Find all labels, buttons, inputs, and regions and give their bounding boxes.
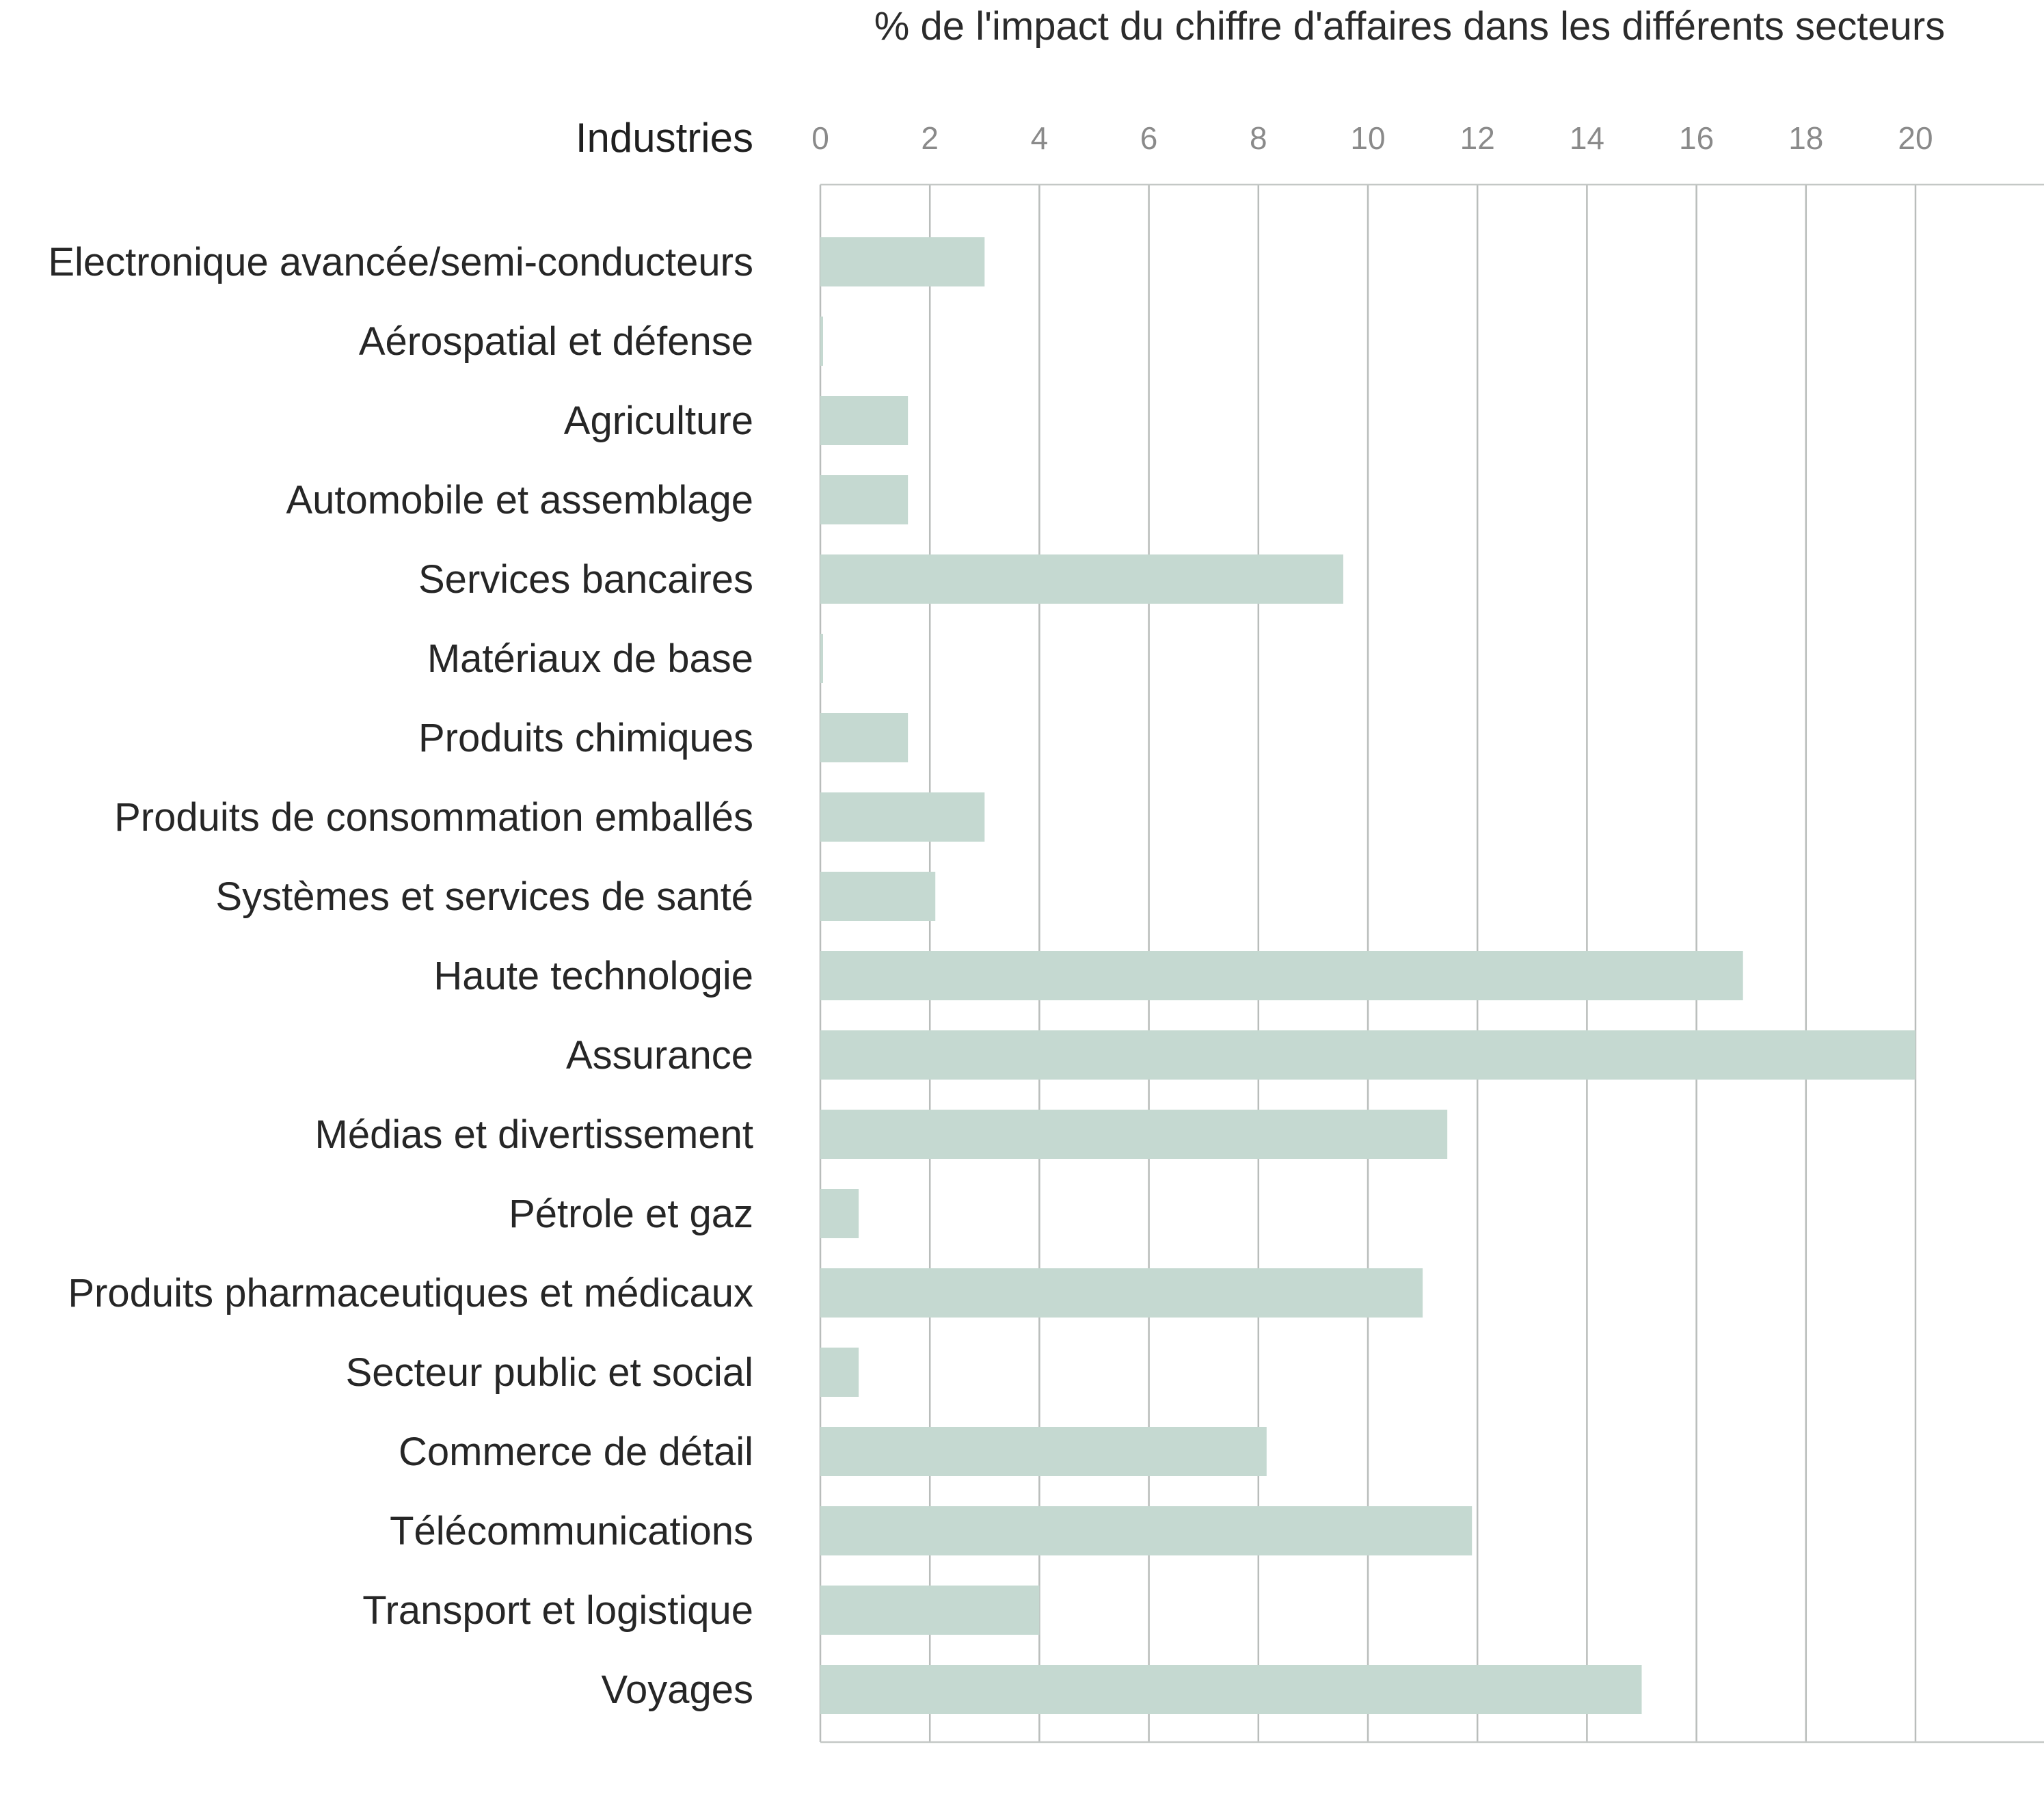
category-axis-header: Industries (576, 115, 753, 161)
x-tick-label: 2 (921, 120, 939, 156)
bar (820, 951, 1743, 1000)
category-label: Voyages (601, 1668, 753, 1712)
bar (820, 1030, 1915, 1080)
category-label: Télécommunications (390, 1509, 753, 1553)
category-label: Aérospatial et défense (359, 319, 753, 364)
bar (820, 1348, 859, 1397)
bar (820, 792, 985, 842)
category-label: Services bancaires (418, 557, 753, 602)
category-label: Haute technologie (433, 954, 753, 998)
category-label: Produits pharmaceutiques et médicaux (68, 1271, 753, 1315)
x-tick-label: 20 (1898, 120, 1933, 156)
x-tick-label: 16 (1679, 120, 1714, 156)
category-label: Agriculture (564, 399, 753, 443)
category-label: Assurance (566, 1033, 753, 1078)
x-tick-label: 10 (1350, 120, 1385, 156)
category-label: Secteur public et social (346, 1350, 753, 1395)
bar (820, 1427, 1267, 1476)
category-label: Pétrole et gaz (509, 1192, 753, 1236)
category-label: Transport et logistique (362, 1588, 753, 1633)
bar (820, 554, 1343, 604)
bar (820, 475, 909, 524)
bar (820, 1268, 1423, 1318)
bar (820, 713, 909, 762)
x-tick-label: 6 (1140, 120, 1158, 156)
bar (820, 1110, 1448, 1159)
bar (820, 317, 824, 366)
bar (820, 1189, 859, 1238)
bar (820, 872, 936, 921)
category-label: Médias et divertissement (315, 1112, 753, 1157)
x-tick-label: 8 (1250, 120, 1267, 156)
category-label: Automobile et assemblage (286, 478, 753, 522)
category-label: Produits chimiques (418, 716, 753, 760)
bar (820, 237, 985, 286)
bar (820, 1586, 1040, 1635)
bar (820, 1506, 1473, 1555)
category-label: Commerce de détail (399, 1430, 753, 1474)
x-tick-label: 12 (1460, 120, 1495, 156)
x-tick-label: 18 (1788, 120, 1823, 156)
x-axis-ticks: 0 2 4 6 8 10 12 14 16 18 20 (811, 120, 1933, 156)
x-tick-label: 0 (811, 120, 829, 156)
category-labels: Electronique avancée/semi-conducteurs Aér… (48, 240, 753, 1712)
bars (820, 237, 1915, 1714)
bar (820, 634, 824, 683)
x-tick-label: 4 (1031, 120, 1049, 156)
chart-title: % de l'impact du chiffre d'affaires dans… (874, 4, 1945, 49)
category-label: Electronique avancée/semi-conducteurs (48, 240, 753, 284)
bar (820, 1665, 1642, 1714)
category-label: Systèmes et services de santé (215, 874, 753, 919)
bar (820, 396, 909, 445)
category-label: Produits de consommation emballés (114, 795, 753, 840)
category-label: Matériaux de base (427, 637, 753, 681)
x-tick-label: 14 (1570, 120, 1604, 156)
